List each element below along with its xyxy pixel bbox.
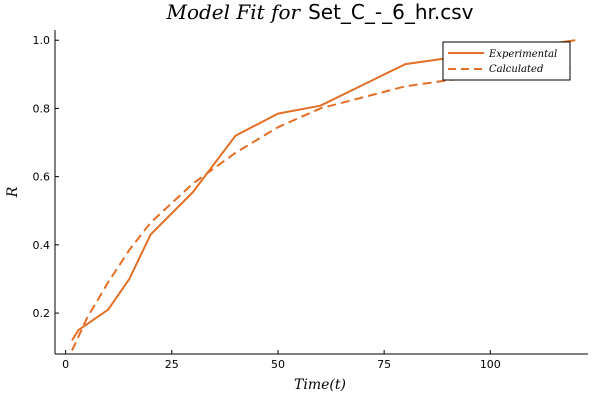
legend-box <box>442 41 571 81</box>
legend-label-calculated: Calculated <box>489 64 543 75</box>
chart-title-file: Set_C_-_6_hr.csv <box>308 0 474 24</box>
legend: Experimental Calculated <box>442 41 571 81</box>
x-tick-label: 75 <box>377 358 391 371</box>
y-ticks: 0.2 0.4 0.6 0.8 1.0 <box>33 34 59 320</box>
x-tick-label: 25 <box>165 358 179 371</box>
x-tick-label: 100 <box>480 358 501 371</box>
chart-title: Model Fit for Set_C_-_6_hr.csv <box>165 0 473 24</box>
legend-label-experimental: Experimental <box>488 49 557 60</box>
x-tick-label: 0 <box>62 358 69 371</box>
y-tick-label: 0.4 <box>33 239 51 252</box>
series-line-experimental <box>71 39 576 341</box>
series-lines <box>71 39 576 352</box>
series-line-calculated <box>71 66 576 352</box>
y-tick-label: 0.6 <box>33 171 51 184</box>
x-axis-label: Time(t) <box>294 377 346 393</box>
y-tick-label: 0.8 <box>33 102 51 115</box>
y-tick-label: 1.0 <box>33 34 51 47</box>
x-tick-label: 50 <box>271 358 285 371</box>
chart-title-math: Model Fit for <box>165 0 301 24</box>
x-ticks: 0 25 50 75 100 <box>62 350 501 371</box>
y-tick-label: 0.2 <box>33 307 51 320</box>
y-axis-label: R <box>5 186 21 198</box>
